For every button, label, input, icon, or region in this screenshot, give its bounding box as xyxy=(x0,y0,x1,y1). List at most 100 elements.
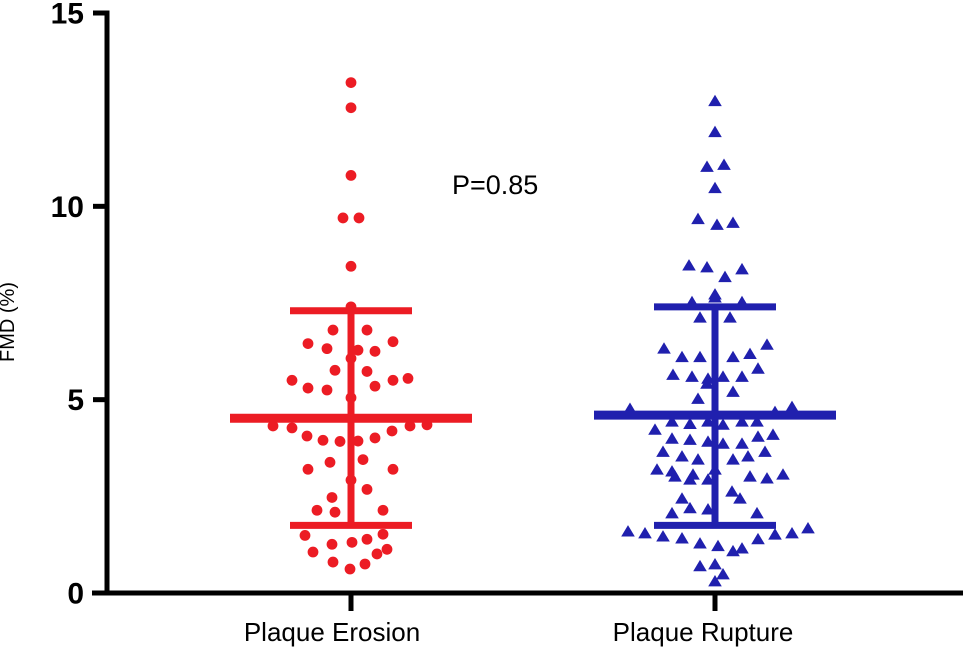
data-point-triangle xyxy=(708,181,722,194)
data-point-triangle xyxy=(766,428,780,440)
p-value-annotation: P=0.85 xyxy=(452,170,538,200)
data-point-triangle xyxy=(716,370,730,382)
data-point-circle xyxy=(386,425,398,437)
data-point-triangle xyxy=(716,418,730,430)
data-point-triangle xyxy=(683,417,697,429)
data-point-triangle xyxy=(751,532,765,545)
data-point-triangle xyxy=(656,445,670,457)
data-point-triangle xyxy=(726,350,740,363)
data-point-circle xyxy=(321,343,333,355)
data-point-triangle xyxy=(708,291,722,303)
data-point-circle xyxy=(334,436,346,447)
group-plaque-rupture xyxy=(594,94,836,587)
data-point-triangle xyxy=(760,472,774,484)
data-point-triangle xyxy=(751,430,765,442)
data-point-circle xyxy=(326,492,338,503)
data-point-circle xyxy=(302,382,314,394)
data-point-triangle xyxy=(768,528,782,540)
x-category-label-plaque-erosion: Plaque Erosion xyxy=(244,617,420,647)
data-point-circle xyxy=(337,212,349,224)
data-point-triangle xyxy=(656,530,670,542)
data-point-circle xyxy=(324,456,336,468)
data-point-triangle xyxy=(718,270,732,283)
data-point-circle xyxy=(359,558,371,570)
data-point-triangle xyxy=(691,453,705,465)
data-point-circle xyxy=(377,504,389,516)
axes: 0 5 10 15 xyxy=(51,0,963,611)
data-point-triangle xyxy=(726,453,740,465)
data-point-triangle xyxy=(743,470,757,482)
data-point-triangle xyxy=(716,437,730,449)
data-point-circle xyxy=(327,556,339,568)
data-point-circle xyxy=(345,260,357,272)
data-point-triangle xyxy=(700,261,714,273)
data-point-circle xyxy=(344,563,356,575)
data-point-circle xyxy=(387,336,399,348)
data-point-triangle xyxy=(621,525,635,537)
data-point-circle xyxy=(377,528,389,540)
y-tick-label: 5 xyxy=(67,384,84,417)
data-point-circle xyxy=(329,506,341,518)
data-point-triangle xyxy=(648,423,662,435)
data-point-triangle xyxy=(668,470,682,482)
data-point-circle xyxy=(317,434,329,446)
data-point-circle xyxy=(326,538,338,550)
data-point-triangle xyxy=(785,527,799,539)
data-point-circle xyxy=(301,430,313,442)
data-point-triangle xyxy=(708,574,722,587)
data-point-triangle xyxy=(657,342,671,354)
data-point-circle xyxy=(352,435,364,447)
data-point-triangle xyxy=(735,262,749,275)
data-point-triangle xyxy=(750,415,764,427)
data-point-circle xyxy=(286,374,298,386)
data-point-triangle xyxy=(691,212,705,225)
data-point-triangle xyxy=(675,450,689,462)
data-point-circle xyxy=(267,420,279,432)
data-point-triangle xyxy=(723,311,737,323)
data-point-triangle xyxy=(735,437,749,449)
data-point-triangle xyxy=(665,506,679,519)
data-point-triangle xyxy=(665,432,679,444)
x-category-label-plaque-rupture: Plaque Rupture xyxy=(613,617,794,647)
data-point-triangle xyxy=(665,415,679,427)
data-point-circle xyxy=(345,170,357,181)
data-point-triangle xyxy=(726,385,740,397)
data-point-circle xyxy=(327,324,339,336)
data-point-triangle xyxy=(693,350,707,363)
data-point-triangle xyxy=(650,463,664,475)
data-point-triangle xyxy=(760,338,774,350)
data-point-triangle xyxy=(693,537,707,549)
data-point-circle xyxy=(381,543,393,555)
y-tick-label: 15 xyxy=(51,0,84,31)
data-point-circle xyxy=(357,454,369,465)
data-point-circle xyxy=(302,338,314,349)
data-point-triangle xyxy=(785,400,799,412)
y-axis-label: FMD (%) xyxy=(0,282,19,362)
data-point-triangle xyxy=(700,377,714,389)
data-point-circle xyxy=(346,536,358,548)
data-point-circle xyxy=(361,324,373,336)
data-point-triangle xyxy=(717,158,731,170)
data-point-triangle xyxy=(685,370,699,382)
data-point-triangle xyxy=(711,539,725,552)
data-point-triangle xyxy=(716,568,730,580)
data-point-triangle xyxy=(735,542,749,554)
data-point-circle xyxy=(299,529,311,541)
data-point-circle xyxy=(353,212,365,224)
data-point-triangle xyxy=(700,160,714,172)
data-point-triangle xyxy=(693,559,707,572)
data-point-triangle xyxy=(701,435,715,447)
data-point-triangle xyxy=(675,350,689,363)
data-point-triangle xyxy=(735,415,749,427)
data-point-triangle xyxy=(693,311,707,323)
data-point-triangle xyxy=(751,362,765,374)
data-point-triangle xyxy=(776,468,790,480)
data-point-triangle xyxy=(638,527,652,539)
data-point-circle xyxy=(352,344,364,356)
group-plaque-erosion xyxy=(230,77,472,575)
data-point-triangle xyxy=(726,216,740,228)
data-point-triangle xyxy=(682,259,696,271)
data-point-triangle xyxy=(691,392,705,404)
